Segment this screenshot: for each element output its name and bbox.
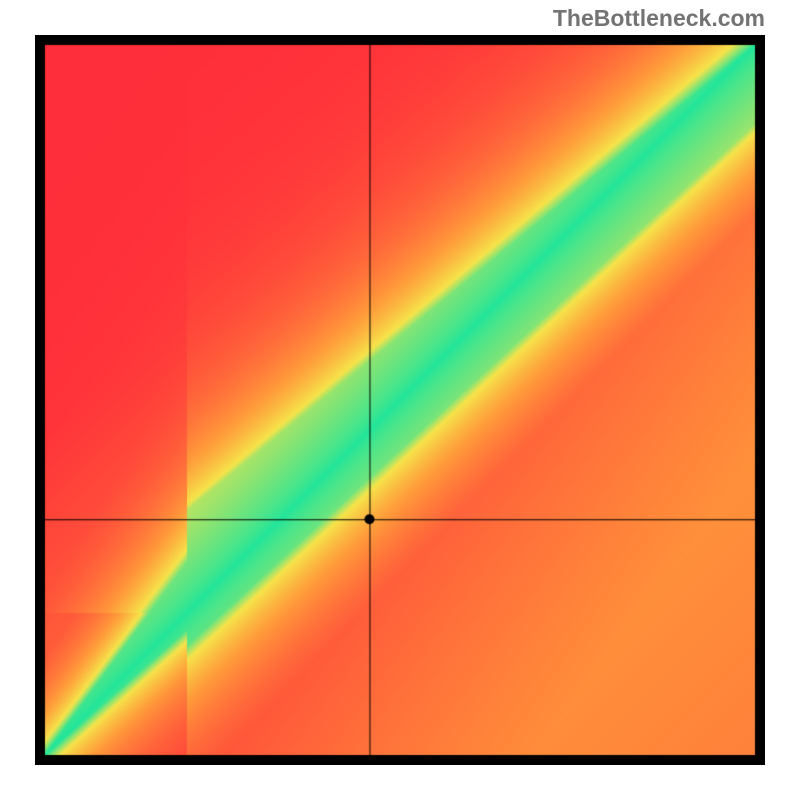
plot-frame xyxy=(35,35,765,765)
watermark-text: TheBottleneck.com xyxy=(553,5,765,32)
image-root: TheBottleneck.com xyxy=(0,0,800,800)
heatmap-canvas xyxy=(35,35,765,765)
